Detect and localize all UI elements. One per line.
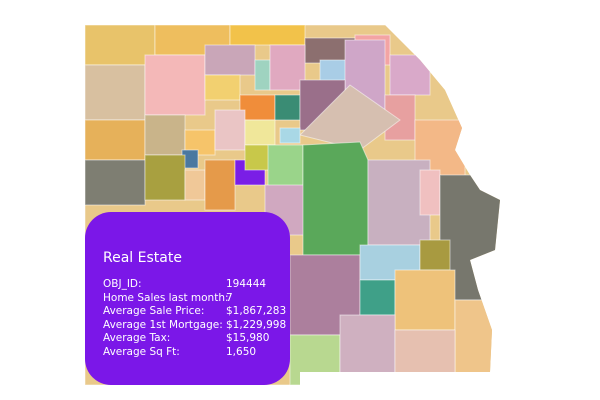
row-value: 7 (226, 291, 233, 304)
map-region (254, 59, 271, 91)
map-regions (85, 25, 500, 385)
row-label: Average Tax: (103, 332, 171, 344)
map-region (419, 239, 451, 271)
map-region (244, 144, 271, 171)
map-region (85, 64, 146, 121)
row-label: Average 1st Mortgage: (103, 318, 223, 331)
map-region (454, 299, 500, 385)
row-value: 194444 (226, 278, 267, 290)
map-region (144, 114, 186, 156)
map-region (204, 159, 236, 211)
row-label: Average Sale Price: (103, 305, 205, 317)
map-region (144, 154, 186, 201)
map-region (339, 314, 396, 385)
map-region (85, 119, 146, 161)
map-region (359, 279, 396, 316)
row-value: $1,229,998 (226, 318, 287, 331)
row-label: Home Sales last month: (103, 291, 229, 304)
row-label: OBJ_ID: (103, 278, 142, 290)
row-value: $15,980 (226, 332, 270, 344)
map-region (279, 127, 301, 144)
map-region (394, 269, 456, 331)
map-region (239, 94, 276, 121)
map-region (214, 109, 246, 151)
map-region (229, 25, 306, 46)
map-region (144, 54, 206, 116)
map-region (269, 44, 306, 91)
row-label: Average Sq Ft: (103, 345, 180, 358)
map-region (85, 25, 156, 66)
map-region (289, 334, 341, 385)
map-region (85, 159, 146, 206)
map-region (394, 329, 456, 385)
map-region (244, 119, 276, 146)
map-region (419, 169, 441, 216)
map-region (184, 169, 206, 201)
map-region (302, 141, 369, 256)
popup-card: Real Estate OBJ_ID: 194444 Home Sales last… (85, 212, 290, 385)
map-region (204, 74, 241, 101)
map-region (204, 44, 256, 76)
popup-title: Real Estate (103, 250, 182, 266)
row-value: 1,650 (226, 345, 257, 358)
map-region (389, 54, 431, 96)
row-value: $1,867,283 (226, 305, 287, 317)
map-region (274, 94, 301, 121)
